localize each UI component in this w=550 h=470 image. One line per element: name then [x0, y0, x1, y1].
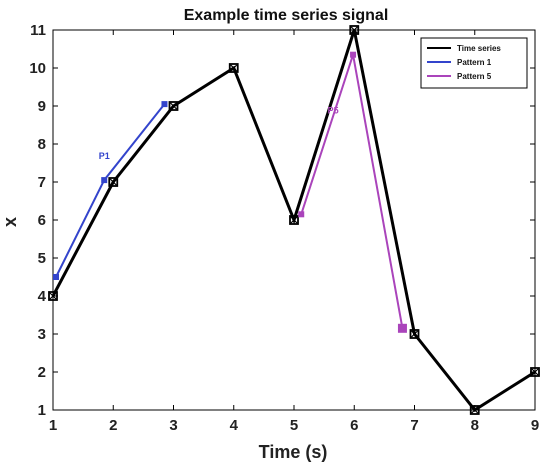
- time-series-point: [48, 291, 58, 301]
- plot-area: 1 2 3 4 5 6 7 8 9 1 2 3 4 5 6 7 8 9 10 11 P1 P5: [29, 22, 540, 434]
- x-tick-label: 7: [410, 417, 418, 434]
- time-series-point-cross: [109, 178, 117, 186]
- legend: Time series Pattern 1 Pattern 5: [420, 37, 528, 89]
- y-tick-label: 1: [38, 402, 46, 419]
- time-series-point: [228, 63, 239, 73]
- pattern-point: [53, 274, 60, 280]
- y-tick-label: 7: [38, 174, 46, 191]
- x-tick-label: 6: [350, 417, 358, 434]
- time-series-point: [289, 215, 299, 225]
- y-axis-title: x: [0, 217, 20, 227]
- time-series-point: [349, 25, 360, 35]
- y-tick-label: 9: [38, 98, 46, 115]
- x-tick-label: 9: [531, 417, 539, 434]
- y-tick-label: 6: [38, 212, 46, 229]
- x-tick-label: 3: [169, 417, 177, 434]
- x-tick-label: 2: [109, 417, 117, 434]
- time-series-point-cross: [350, 26, 358, 34]
- pattern-point: [350, 51, 357, 58]
- time-series-point-cross: [531, 368, 539, 376]
- x-tick-label: 8: [471, 417, 479, 434]
- pattern-point: [298, 211, 305, 218]
- time-series-point-cross: [290, 216, 298, 224]
- x-tick-label: 1: [49, 417, 57, 434]
- pattern-point: [397, 323, 407, 333]
- pattern-point: [101, 177, 108, 184]
- annotation-label: P5: [328, 106, 339, 116]
- y-tick-label: 4: [38, 288, 47, 305]
- y-tick-label: 3: [38, 326, 46, 343]
- time-series-point-cross: [49, 292, 57, 300]
- time-series-point-cross: [170, 102, 177, 110]
- annotation-label: P1: [99, 151, 110, 161]
- y-tick-label: 10: [29, 60, 46, 77]
- x-tick-label: 5: [290, 417, 298, 434]
- y-tick-label: 11: [30, 22, 46, 39]
- time-series-point: [409, 329, 420, 339]
- y-tick-label: 8: [38, 136, 46, 153]
- pattern-point: [161, 101, 168, 108]
- legend-label: Time series: [457, 44, 501, 53]
- y-tick-label: 2: [38, 364, 46, 381]
- time-series-point-cross: [411, 330, 418, 338]
- chart-title: Example time series signal: [184, 7, 389, 24]
- time-series-point-cross: [230, 64, 238, 72]
- legend-label: Pattern 5: [457, 72, 492, 81]
- time-series-point: [530, 367, 540, 377]
- x-axis-title: Time (s): [259, 442, 328, 462]
- x-tick-label: 4: [230, 417, 239, 434]
- y-tick-label: 5: [38, 250, 46, 267]
- legend-label: Pattern 1: [457, 58, 492, 67]
- time-series-point: [108, 177, 119, 187]
- time-series-point-cross: [471, 406, 479, 414]
- time-series-point: [168, 101, 179, 111]
- time-series-point: [469, 405, 480, 415]
